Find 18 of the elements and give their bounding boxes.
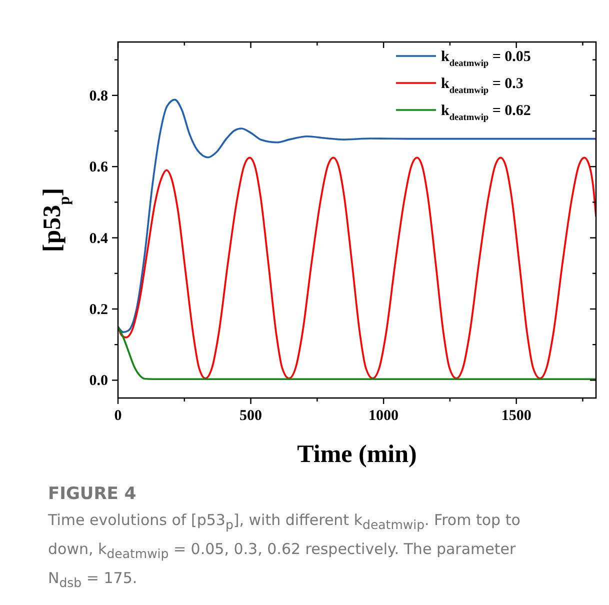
legend-label: k$_{deatmwip}$ = 0.3: [441, 76, 524, 96]
y-tick-label: 0.4: [89, 230, 108, 247]
y-tick-label: 0.2: [89, 302, 108, 318]
x-axis-title: Time (min): [297, 441, 417, 468]
legend-label: k$_{deatmwip}$ = 0.62: [441, 103, 531, 123]
line-series: [118, 98, 596, 334]
x-tick-label: 1000: [368, 408, 399, 424]
y-tick-label: 0.0: [89, 373, 108, 390]
x-tick-label: 0: [114, 408, 122, 424]
y-tick-label: 0.8: [89, 88, 108, 104]
y-tick-label: 0.6: [89, 160, 108, 176]
line-series: [118, 326, 596, 380]
text: Time evolutions of [p53$_{p}$], with different k$_{deatmwip}$. From top to down, k$_{deatmwip}$ = 0.05, 0.3, 0.62 respectively. The parameter N$_{dsb}$ = 175.: [48, 511, 520, 590]
line-series: [118, 156, 596, 380]
legend-label: k$_{deatmwip}$ = 0.05: [441, 49, 531, 69]
caption: FIGURE 4: [48, 484, 138, 504]
x-tick-label: 500: [240, 408, 262, 424]
x-tick-label: 1500: [501, 408, 532, 424]
